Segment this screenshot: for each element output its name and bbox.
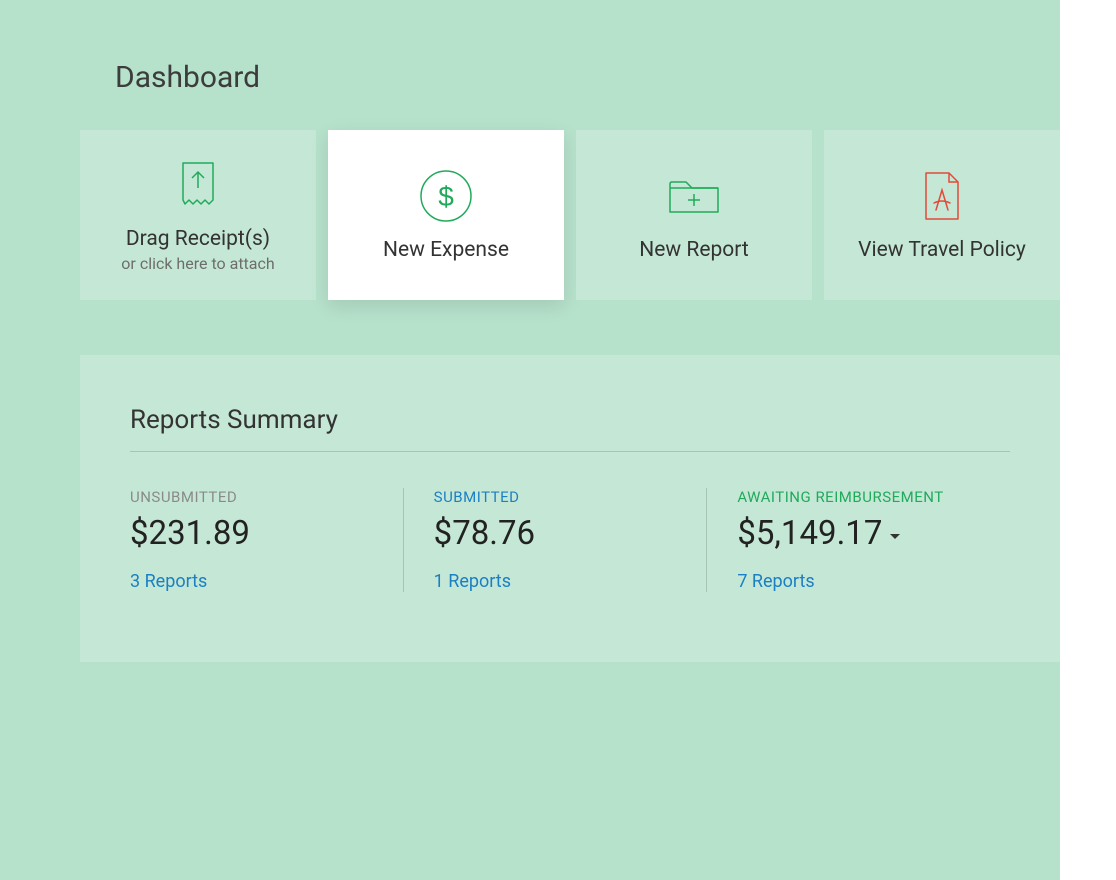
- stat-label: AWAITING REIMBURSEMENT: [737, 488, 980, 506]
- tile-label: New Report: [639, 238, 748, 262]
- stat-amount-value: $5,149.17: [737, 514, 882, 553]
- tile-label: New Expense: [383, 238, 509, 262]
- reports-summary-columns: UNSUBMITTED $231.89 3 Reports SUBMITTED …: [130, 488, 1010, 592]
- pdf-file-icon: [921, 168, 963, 223]
- stat-amount: $78.76: [434, 514, 677, 553]
- stat-label: UNSUBMITTED: [130, 488, 373, 506]
- tile-sublabel: or click here to attach: [121, 254, 274, 273]
- reports-summary-title: Reports Summary: [130, 405, 1010, 435]
- new-report-tile[interactable]: New Report: [576, 130, 812, 300]
- stat-reports-link[interactable]: 3 Reports: [130, 571, 373, 592]
- stat-label: SUBMITTED: [434, 488, 677, 506]
- summary-col-awaiting[interactable]: AWAITING REIMBURSEMENT $5,149.17 7 Repor…: [706, 488, 1010, 592]
- view-travel-policy-tile[interactable]: View Travel Policy: [824, 130, 1060, 300]
- stat-amount: $231.89: [130, 514, 373, 553]
- dashboard-canvas: Dashboard Drag Receipt(s) or click here …: [0, 0, 1060, 880]
- stat-amount-value: $78.76: [434, 514, 535, 553]
- drag-receipts-tile[interactable]: Drag Receipt(s) or click here to attach: [80, 130, 316, 300]
- new-expense-tile[interactable]: $ New Expense: [328, 130, 564, 300]
- receipt-upload-icon: [178, 157, 218, 212]
- chevron-down-icon[interactable]: [890, 534, 900, 539]
- stat-amount-value: $231.89: [130, 514, 250, 553]
- stat-reports-link[interactable]: 7 Reports: [737, 571, 980, 592]
- svg-text:$: $: [438, 181, 454, 212]
- summary-col-submitted[interactable]: SUBMITTED $78.76 1 Reports: [403, 488, 707, 592]
- reports-summary-panel: Reports Summary UNSUBMITTED $231.89 3 Re…: [80, 355, 1060, 662]
- folder-plus-icon: [666, 168, 722, 223]
- stat-amount: $5,149.17: [737, 514, 980, 553]
- tile-label: View Travel Policy: [858, 238, 1026, 262]
- summary-col-unsubmitted[interactable]: UNSUBMITTED $231.89 3 Reports: [130, 488, 403, 592]
- stat-reports-link[interactable]: 1 Reports: [434, 571, 677, 592]
- divider: [130, 451, 1010, 452]
- tile-label: Drag Receipt(s): [126, 227, 270, 251]
- page-title: Dashboard: [115, 60, 1060, 95]
- action-tiles-row: Drag Receipt(s) or click here to attach …: [80, 130, 1060, 300]
- dollar-circle-icon: $: [418, 168, 474, 223]
